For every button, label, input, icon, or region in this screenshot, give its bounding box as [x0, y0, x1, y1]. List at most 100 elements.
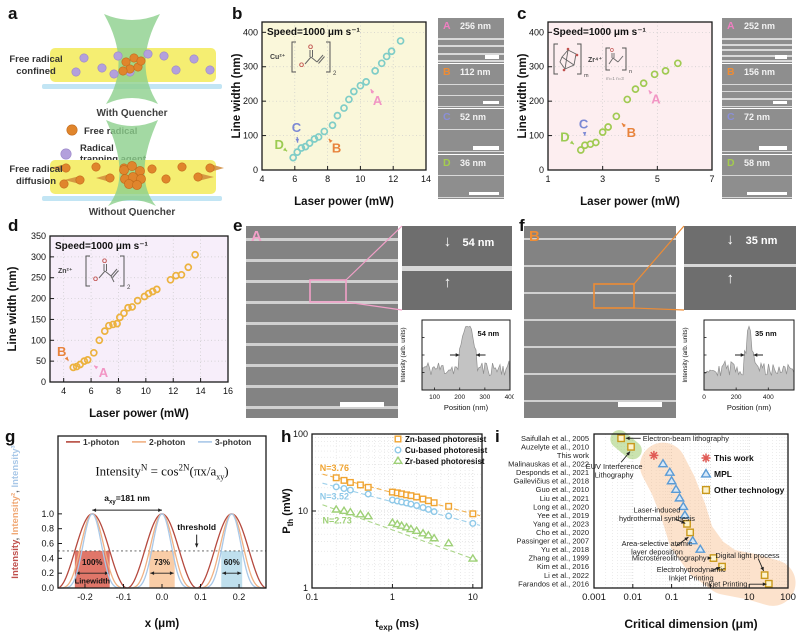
arrow-head	[707, 556, 712, 560]
data-point	[576, 146, 585, 154]
chart-ep: 54 nm 100 200 300 400 Position (nm) Intensity …	[398, 314, 516, 424]
metal-ion-label: Cu²⁺	[270, 53, 286, 61]
marker-triangle	[429, 533, 440, 542]
atom-O	[566, 47, 570, 51]
sem-tile-tag: C	[443, 111, 451, 123]
arrow-head	[370, 89, 375, 94]
marker-triangle	[679, 509, 691, 519]
marker-square	[407, 492, 415, 500]
point-label-D: D	[275, 137, 284, 152]
scale-bar	[773, 100, 787, 104]
y-tick-label: 100	[243, 131, 258, 141]
radical-dot	[59, 179, 69, 189]
radical-dot	[61, 163, 71, 173]
data-point	[396, 37, 405, 45]
scale-bar	[483, 100, 499, 104]
scale-bar	[747, 191, 787, 195]
arrow-head	[621, 123, 626, 128]
sem-strip-b: A 256 nm B 112 nm C 52 nm D 36 nm	[438, 18, 504, 200]
x-tick-label: 10	[468, 592, 478, 602]
marker-square	[340, 476, 348, 484]
trap-agent-dot	[79, 53, 89, 63]
annotation-text: Inkjet Printing	[669, 574, 714, 583]
data-series	[69, 250, 199, 372]
marker-triangle	[423, 530, 434, 539]
sem-written-line	[722, 196, 792, 198]
sem-strip-c: A 252 nm B 156 nm C 72 nm D 58 nm	[722, 18, 792, 200]
bond	[617, 55, 624, 63]
sem-written-line	[722, 129, 792, 131]
y-tick-label: 300	[31, 252, 46, 262]
x-tick-label: 7	[709, 174, 714, 184]
arrow-head	[92, 508, 97, 512]
marker-triangle	[363, 511, 374, 520]
up-arrow-icon: ↑	[443, 274, 452, 291]
series-square	[332, 474, 477, 518]
bond	[304, 56, 312, 65]
data-point	[89, 348, 98, 357]
ref-label: Saifullah et al., 2005	[521, 434, 589, 443]
sem-linewidth-value: 112 nm	[460, 66, 491, 77]
sem-tile-D: D 36 nm	[438, 154, 504, 199]
sem-written-line	[438, 129, 504, 131]
sem-written-line	[246, 343, 398, 346]
radical-dot	[105, 173, 115, 183]
peak-width-label: 35 nm	[755, 329, 777, 338]
y-tick-label: 150	[31, 314, 46, 324]
profile-area	[421, 325, 511, 391]
threshold-region	[149, 550, 175, 588]
atom-O	[575, 53, 579, 57]
x-tick-label: 10	[141, 386, 151, 396]
radical-dot	[127, 161, 137, 171]
data-point	[328, 121, 337, 130]
x-axis-title: texp (ms)	[375, 618, 419, 632]
data-point	[631, 85, 640, 93]
data-point	[333, 111, 342, 120]
ref-label: Cho et al., 2020	[536, 528, 589, 537]
atom-O: O	[299, 62, 304, 69]
data-point	[95, 336, 104, 345]
data-series	[289, 37, 405, 162]
radical-dot	[193, 172, 203, 182]
legend-label: MPL	[714, 469, 732, 479]
marker-circle	[364, 490, 372, 498]
x-tick-label: 12	[388, 174, 398, 184]
sem-written-line	[438, 196, 504, 198]
sem-written-line	[722, 43, 792, 46]
point-label-A: A	[373, 93, 383, 108]
without-quencher-caption: Without Quencher	[89, 207, 176, 216]
chart-g: 100% 73% 60% Linewidth axy=181 nm threshold In…	[10, 435, 267, 630]
y-tick-label: 1	[303, 583, 308, 593]
y-axis-title: Line width (nm)	[7, 266, 19, 351]
x-tick-label: 0.1	[306, 592, 319, 602]
data-point	[362, 78, 370, 86]
legend-label: 2-photon	[149, 437, 185, 447]
marker-triangle	[396, 520, 407, 529]
sem-written-line	[722, 83, 792, 86]
ref-label: Yu et al., 2018	[541, 545, 589, 554]
linewidth-percent: 73%	[154, 558, 170, 567]
arrow-head	[104, 571, 109, 575]
marker-square	[760, 571, 769, 580]
annotation-text: EUV Interference	[586, 462, 643, 471]
x-tick-label: 100	[429, 394, 440, 401]
point-label-A: A	[99, 365, 109, 380]
sem-written-line	[684, 264, 796, 267]
trap-agent-dot	[159, 51, 169, 61]
y-tick-label: 200	[31, 294, 46, 304]
bracket	[577, 43, 582, 75]
sem-written-line	[402, 266, 512, 271]
marker-triangle	[405, 524, 417, 533]
inset-linewidth-value: 54 nm	[462, 237, 495, 249]
y-tick-label: 1.0	[41, 509, 54, 519]
ref-label: Long et al., 2020	[533, 502, 589, 511]
marker-square	[424, 497, 432, 505]
arrow-head	[762, 582, 767, 586]
legend-label: Cu-based photoresist	[405, 446, 488, 455]
arrow-head	[648, 90, 653, 95]
bond	[110, 268, 118, 277]
data-point	[340, 104, 348, 112]
panel-label-d: d	[8, 216, 19, 235]
legend-trap-dot	[60, 148, 72, 160]
